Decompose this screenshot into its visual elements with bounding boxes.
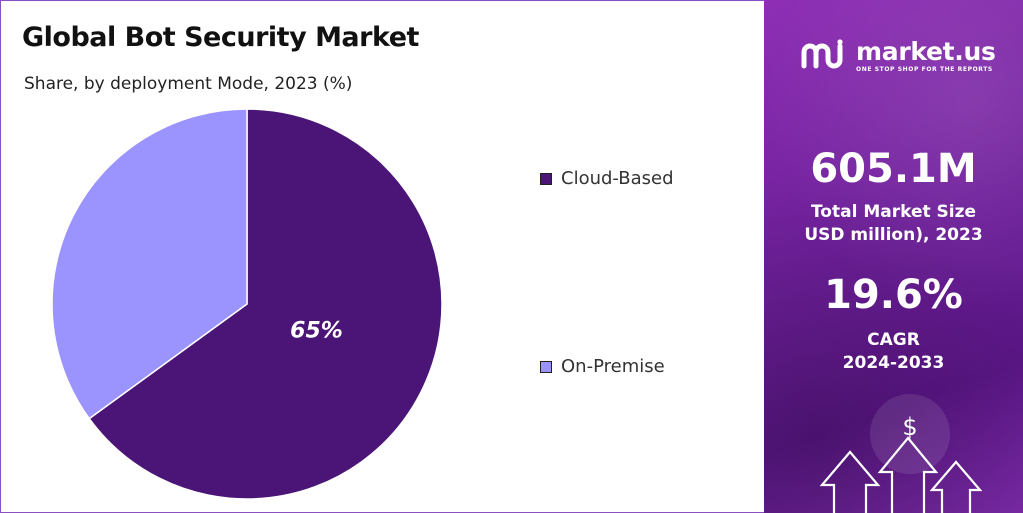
pie-chart: 65% bbox=[51, 108, 443, 500]
pie-slice-cloud-based bbox=[88, 108, 443, 500]
summary-panel: market.us ONE STOP SHOP FOR THE REPORTS … bbox=[764, 0, 1023, 513]
data-label-cloud-based: 65% bbox=[290, 318, 343, 343]
legend-swatch-cloud-based bbox=[540, 172, 552, 185]
arrow-up-icon-right bbox=[929, 460, 983, 513]
market-us-logo-icon bbox=[801, 39, 843, 69]
legend-label-cloud-based: Cloud-Based bbox=[561, 168, 674, 189]
growth-arrows-illustration: $ bbox=[819, 394, 983, 513]
dollar-sign-icon: $ bbox=[902, 413, 917, 441]
pie-slice-on-premise bbox=[51, 108, 248, 420]
arrow-up-icon-left bbox=[819, 450, 881, 513]
cagr-label-line-2: 2024-2033 bbox=[842, 353, 945, 373]
legend-item-cloud-based: Cloud-Based bbox=[540, 168, 674, 189]
legend-swatch-on-premise bbox=[540, 360, 552, 373]
chart-subtitle: Share, by deployment Mode, 2023 (%) bbox=[24, 74, 353, 94]
market-size-label: Total Market Size USD million), 2023 bbox=[764, 201, 1023, 247]
market-size-value: 605.1M bbox=[810, 146, 977, 192]
panel-background-image bbox=[764, 0, 1023, 513]
cagr-value: 19.6% bbox=[824, 272, 963, 318]
arrow-up-icon-middle bbox=[877, 436, 939, 513]
market-size-label-line-1: Total Market Size bbox=[810, 202, 977, 222]
chart-title: Global Bot Security Market bbox=[22, 22, 419, 53]
cagr-label-line-1: CAGR bbox=[867, 330, 920, 350]
legend-label-on-premise: On-Premise bbox=[561, 356, 665, 377]
market-size-label-line-2: USD million), 2023 bbox=[804, 225, 983, 245]
brand-logo: market.us ONE STOP SHOP FOR THE REPORTS bbox=[800, 38, 996, 74]
brand-tagline: ONE STOP SHOP FOR THE REPORTS bbox=[856, 66, 993, 73]
legend-item-on-premise: On-Premise bbox=[540, 356, 665, 377]
cagr-label: CAGR 2024-2033 bbox=[764, 329, 1023, 375]
brand-name: market.us bbox=[856, 37, 996, 66]
coin-shape bbox=[870, 394, 950, 474]
